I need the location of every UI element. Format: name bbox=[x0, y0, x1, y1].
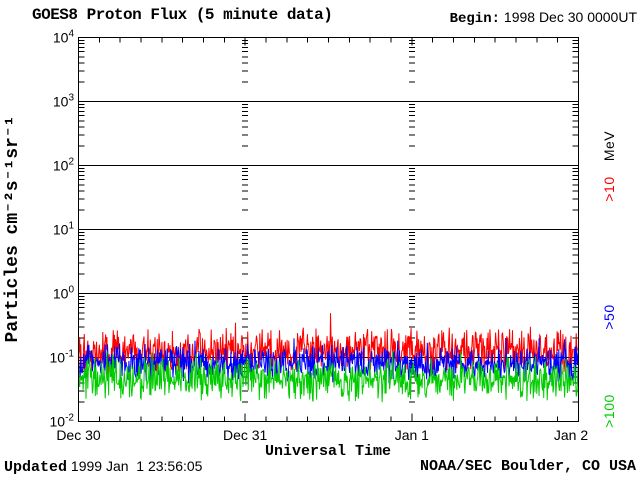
updated-timestamp: Updated 1999 Jan 1 23:56:05 bbox=[4, 458, 202, 476]
updated-value: 1999 Jan 1 23:56:05 bbox=[67, 458, 203, 474]
legend-label-mev: MeV bbox=[601, 131, 617, 161]
credit-text: NOAA/SEC Boulder, CO USA bbox=[419, 458, 636, 475]
updated-label: Updated bbox=[4, 459, 68, 476]
y-axis-title: Particles cm⁻²s⁻¹sr⁻¹ bbox=[3, 116, 23, 343]
legend-label-gt50: >50 bbox=[601, 304, 617, 329]
y-tick-label: 10-1 bbox=[50, 349, 75, 366]
legend-label-gt10: >10 bbox=[601, 176, 617, 201]
x-tick-label: Jan 1 bbox=[395, 427, 429, 443]
x-tick-labels: Dec 30 Dec 31 Jan 1 Jan 2 bbox=[56, 427, 588, 443]
y-tick-label: 104 bbox=[53, 29, 75, 46]
y-tick-label: 103 bbox=[53, 93, 75, 110]
begin-value: 1998 Dec 30 0000UT bbox=[500, 9, 637, 25]
flux-series bbox=[78, 313, 579, 403]
x-axis-title: Universal Time bbox=[264, 443, 392, 460]
x-tick-label: Dec 31 bbox=[223, 427, 268, 443]
x-tick-label: Dec 30 bbox=[56, 427, 101, 443]
begin-label: Begin: bbox=[449, 11, 501, 27]
energy-legend: MeV >10 >50 >100 bbox=[601, 131, 617, 428]
y-tick-label: 100 bbox=[53, 285, 75, 302]
y-tick-label: 101 bbox=[53, 221, 75, 238]
legend-label-gt100: >100 bbox=[601, 394, 617, 428]
x-tick-label: Jan 2 bbox=[554, 427, 588, 443]
plot-border bbox=[78, 37, 579, 422]
page-title: GOES8 Proton Flux (5 minute data) bbox=[32, 6, 333, 24]
plot-frame bbox=[78, 37, 579, 422]
y-tick-label: 102 bbox=[53, 157, 75, 174]
begin-timestamp: Begin: 1998 Dec 30 0000UT bbox=[450, 9, 637, 27]
series-line-gt100 bbox=[78, 351, 579, 403]
